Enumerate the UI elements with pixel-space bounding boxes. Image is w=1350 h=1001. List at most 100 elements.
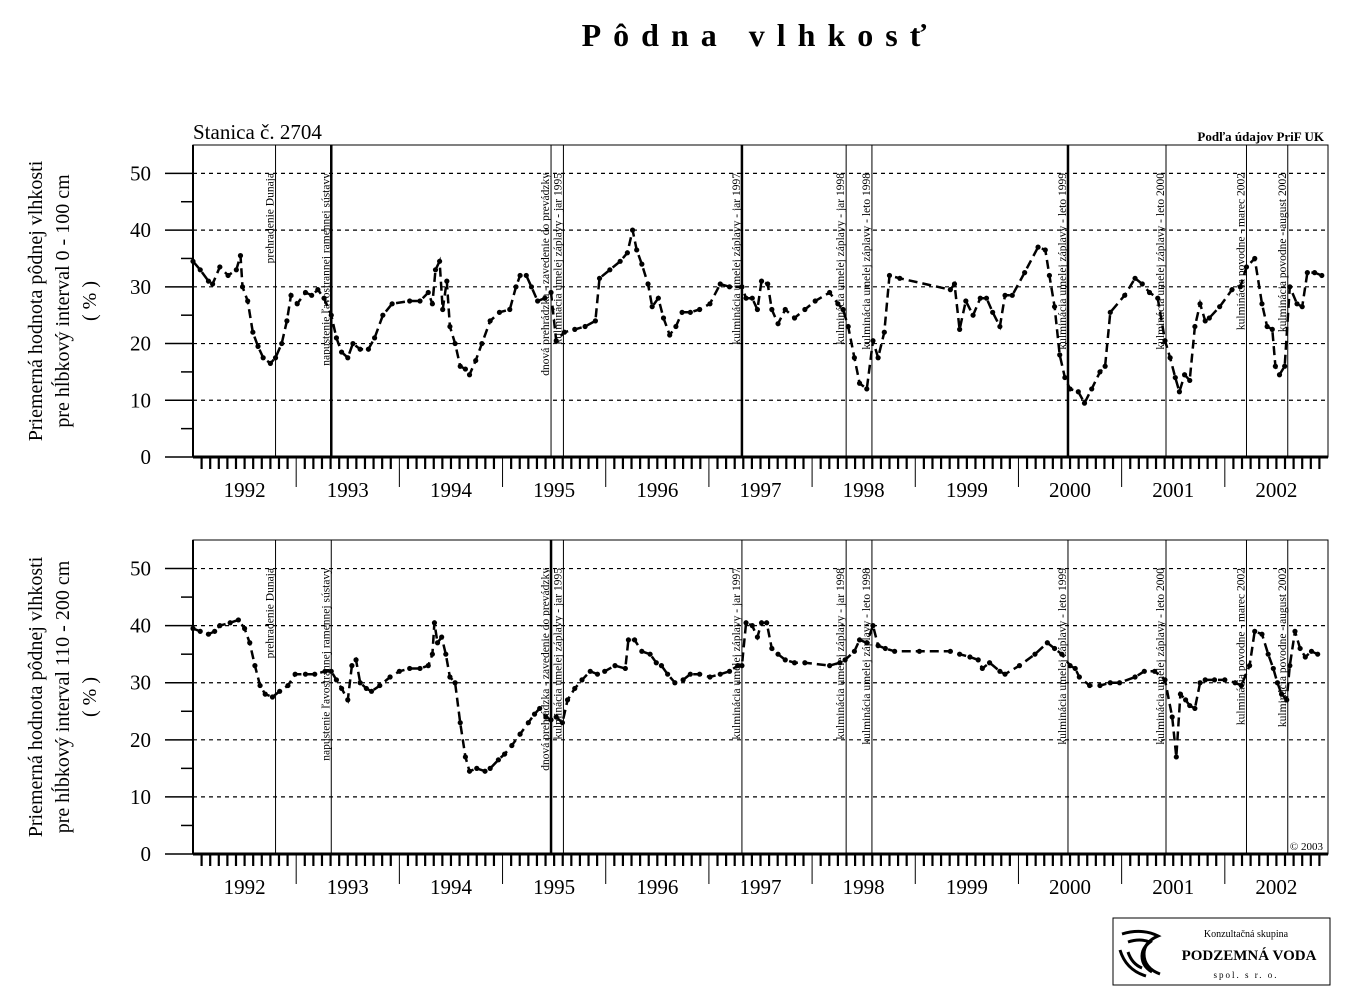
x-tick-label: 1998 xyxy=(843,875,885,899)
data-point xyxy=(517,731,523,737)
data-point xyxy=(997,668,1003,674)
data-point xyxy=(447,323,453,330)
data-point xyxy=(1051,304,1058,310)
data-point xyxy=(1252,255,1258,262)
data-point xyxy=(1217,304,1223,310)
data-point xyxy=(431,620,438,626)
data-point xyxy=(513,284,519,290)
event-label: kulminácia umelej záplavy - leto 1998 xyxy=(861,568,873,745)
data-point xyxy=(947,287,953,293)
data-point xyxy=(1044,640,1050,646)
data-point xyxy=(553,714,559,720)
data-point xyxy=(1292,628,1298,634)
event-label: kulminácia povodne - marec 2002 xyxy=(1235,173,1247,330)
data-point xyxy=(255,343,261,349)
data-point xyxy=(482,768,488,774)
data-point xyxy=(1173,754,1179,760)
y-tick-label: 10 xyxy=(130,785,151,809)
data-point xyxy=(1042,247,1048,253)
data-point xyxy=(1278,691,1285,697)
data-point xyxy=(1102,363,1108,369)
data-point xyxy=(775,321,781,327)
data-point xyxy=(856,380,863,386)
data-point xyxy=(260,355,266,361)
data-point xyxy=(629,227,636,233)
event-label: kulminácia umelej záplavy - leto 2000 xyxy=(1155,568,1167,745)
x-tick-label: 1996 xyxy=(636,478,678,502)
data-point xyxy=(1272,363,1278,369)
data-point xyxy=(462,366,468,372)
data-point xyxy=(548,289,554,296)
data-point xyxy=(957,326,963,332)
y-tick-label: 0 xyxy=(141,445,152,469)
data-point xyxy=(1141,668,1147,674)
data-point xyxy=(782,657,788,663)
data-point xyxy=(1264,323,1270,330)
y-tick-label: 30 xyxy=(130,671,151,695)
data-point xyxy=(1035,244,1041,250)
data-point xyxy=(665,671,671,677)
data-point xyxy=(262,691,268,697)
data-point xyxy=(407,298,413,304)
data-point xyxy=(1299,304,1305,310)
data-point xyxy=(1202,318,1208,324)
data-point xyxy=(315,287,321,293)
y-tick-label: 30 xyxy=(130,275,151,299)
source: Podľa údajov PriF UK xyxy=(1197,129,1324,144)
copyright: © 2003 xyxy=(1290,841,1324,853)
data-point xyxy=(769,645,775,652)
x-tick-label: 1994 xyxy=(430,875,473,899)
data-point xyxy=(245,298,251,304)
data-point xyxy=(407,665,413,672)
data-point xyxy=(758,278,765,284)
data-point xyxy=(1197,680,1203,686)
data-point xyxy=(791,315,798,321)
x-tick-label: 2000 xyxy=(1049,478,1091,502)
data-point xyxy=(739,663,745,669)
data-point xyxy=(1276,372,1283,378)
data-point xyxy=(233,267,239,273)
data-point xyxy=(1009,292,1015,298)
data-point xyxy=(572,326,578,332)
data-point xyxy=(951,281,958,287)
data-point xyxy=(444,278,450,284)
data-point xyxy=(791,660,798,666)
data-point xyxy=(466,768,473,774)
data-point xyxy=(1059,651,1065,657)
data-point xyxy=(277,688,283,694)
event-label: kulminácia povodne - marec 2002 xyxy=(1235,568,1247,725)
event-label: kulminácia povodne - august 2002 xyxy=(1277,568,1289,727)
event-label: dnová prehrádzka - zavedenie do prevádzk… xyxy=(540,173,552,376)
data-point xyxy=(1107,309,1113,315)
data-point xyxy=(205,631,212,637)
data-point xyxy=(190,258,196,264)
y-axis-label: Priemerná hodnota pôdnej vlhkosti xyxy=(25,160,47,441)
data-point xyxy=(916,648,923,654)
data-point xyxy=(250,329,256,335)
data-point xyxy=(769,306,775,313)
data-point xyxy=(1022,270,1028,276)
data-point xyxy=(190,625,196,632)
data-point xyxy=(439,634,445,640)
data-point xyxy=(1181,372,1188,378)
data-point xyxy=(1057,352,1063,358)
logo-line1: Konzultačná skupina xyxy=(1204,929,1289,940)
data-point xyxy=(1146,289,1153,296)
event-label: kulminácia umelej záplavy - jar 1995 xyxy=(552,173,564,345)
data-point xyxy=(432,267,439,273)
data-point xyxy=(735,663,741,669)
data-point xyxy=(328,312,334,318)
data-point xyxy=(634,247,640,253)
data-point xyxy=(680,677,686,683)
y-tick-label: 50 xyxy=(130,161,151,185)
data-point xyxy=(1187,702,1193,709)
data-point xyxy=(749,623,755,629)
data-point xyxy=(1197,301,1203,307)
data-point xyxy=(1075,389,1081,395)
x-tick-label: 1994 xyxy=(430,478,473,502)
data-point xyxy=(1067,663,1073,669)
data-point xyxy=(462,754,468,760)
data-point xyxy=(553,338,559,344)
data-point xyxy=(517,272,523,279)
data-point xyxy=(1002,292,1008,298)
